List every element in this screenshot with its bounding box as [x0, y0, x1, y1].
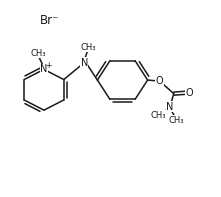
Text: Br⁻: Br⁻: [40, 14, 59, 27]
Text: N: N: [40, 64, 48, 74]
Text: CH₃: CH₃: [150, 111, 166, 120]
Text: CH₃: CH₃: [168, 116, 184, 125]
Text: +: +: [46, 61, 52, 70]
Text: N: N: [166, 102, 173, 112]
Text: CH₃: CH₃: [80, 43, 96, 52]
Text: O: O: [156, 76, 163, 86]
Text: N: N: [81, 58, 88, 68]
Text: CH₃: CH₃: [30, 49, 46, 58]
Text: O: O: [186, 88, 193, 98]
